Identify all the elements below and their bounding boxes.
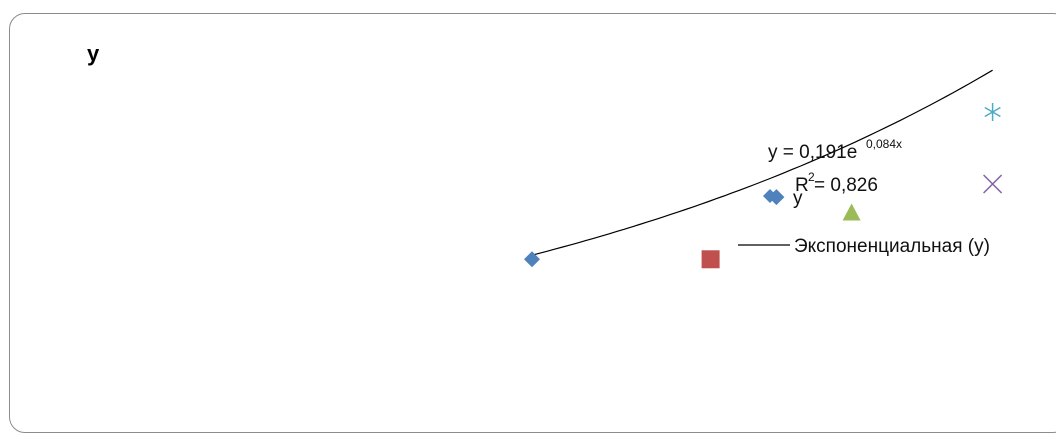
legend-marker-diamond — [763, 189, 777, 203]
data-point-x-6 — [983, 174, 1003, 194]
chart-title: y — [87, 41, 100, 66]
data-point-asterisk-5 — [984, 103, 1001, 121]
trendline-equation: y = 0,191e 0,084x R 2 = 0,826 — [768, 137, 902, 196]
chart-frame — [9, 13, 1056, 433]
legend-label-y: y — [793, 188, 803, 209]
legend-label-exponential: Экспоненциальная (y) — [794, 236, 990, 257]
r2-superscript: 2 — [808, 170, 815, 184]
legend: y Экспоненциальная (y) — [738, 188, 990, 257]
plot-area — [524, 69, 1003, 269]
data-point-diamond-1 — [524, 251, 540, 268]
data-point-triangle-4 — [842, 203, 861, 221]
equation-exponent: 0,084x — [866, 137, 902, 151]
equation-prefix: y = 0,191e — [768, 142, 857, 163]
chart-svg: y y = 0,191e 0,084x R 2 = 0,826 y Экспон… — [87, 41, 1003, 269]
data-point-square-2 — [701, 250, 720, 269]
r2-prefix: R — [795, 175, 809, 196]
r2-value: = 0,826 — [814, 175, 878, 196]
trendline-exponential — [531, 69, 993, 256]
